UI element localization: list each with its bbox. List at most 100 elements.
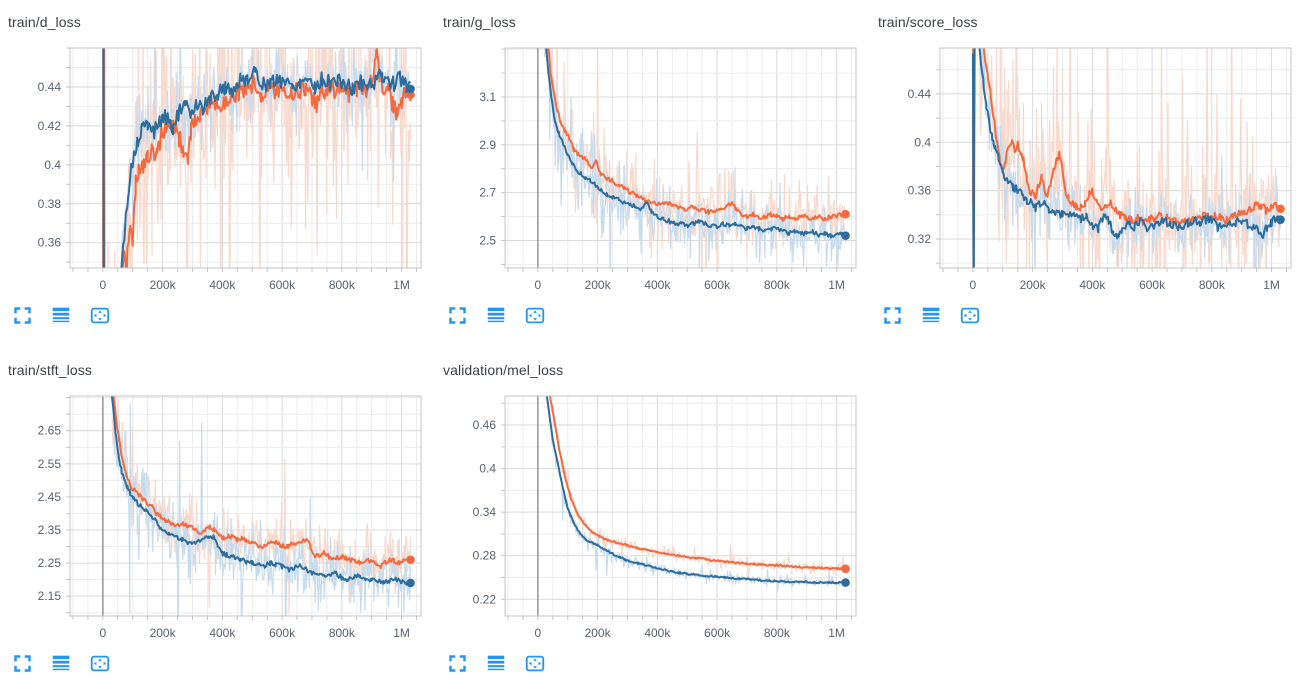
fit-domain-button[interactable] [524, 652, 546, 674]
expand-card-icon [13, 654, 31, 672]
chart-title: train/score_loss [878, 14, 978, 30]
series-group [971, 48, 1282, 268]
card-toolbar [446, 304, 862, 326]
x-tick-label: 800k [1199, 278, 1226, 292]
x-tick-label: 400k [644, 626, 671, 640]
chart-card-train-score-loss: train/score_loss 0.32 0.36 0.4 0.44 0 200k 400… [870, 0, 1305, 348]
x-tick-label: 200k [150, 626, 177, 640]
chart-title: train/d_loss [8, 14, 81, 30]
end-dot-blue[interactable] [406, 578, 415, 588]
smoothed-series-blue [102, 48, 411, 268]
smoothed-series-orange [112, 396, 412, 569]
gridlines [501, 396, 856, 620]
smoothed-series-blue [545, 396, 847, 585]
y-tick-label: 0.4 [914, 135, 931, 149]
y-tick-label: 2.35 [38, 523, 62, 537]
raw-series-orange [972, 48, 1282, 268]
x-tick-label: 400k [209, 626, 236, 640]
line-chart: 2.5 2.7 2.9 3.1 0 200k 400k 600k 800k 1M [479, 47, 857, 292]
smoothed-series-orange [548, 396, 847, 571]
expand-card-icon [13, 306, 31, 324]
x-tick-label: 800k [764, 626, 791, 640]
smoothed-series-blue [544, 48, 847, 239]
expand-card-icon [448, 306, 466, 324]
x-tick-label: 1M [393, 278, 410, 292]
fit-domain-button[interactable] [959, 304, 981, 326]
x-tick-label: 200k [585, 626, 612, 640]
end-dot-orange[interactable] [406, 555, 415, 565]
toggle-log-scale-button[interactable] [920, 304, 942, 326]
series-group [102, 48, 412, 268]
chart-title: train/stft_loss [8, 362, 92, 378]
chart-plot-train-d-loss[interactable]: 0.36 0.38 0.4 0.42 0.44 0 200k 400k 600k 800k 1M [8, 43, 427, 295]
chart-plot-validation-mel-loss[interactable]: 0.22 0.28 0.34 0.4 0.46 0 200k 400k 600k 800k 1M [443, 391, 862, 643]
raw-series-orange [102, 48, 412, 268]
expand-card-button[interactable] [446, 304, 468, 326]
x-tick-label: 800k [329, 278, 356, 292]
raw-series-blue [111, 396, 412, 616]
x-tick-label: 1M [828, 626, 845, 640]
fit-domain-button[interactable] [89, 304, 111, 326]
fit-domain-icon [90, 307, 110, 323]
x-tick-label: 600k [704, 626, 731, 640]
chart-plot-train-stft-loss[interactable]: 2.15 2.25 2.35 2.45 2.55 2.65 0 200k 400k 600k 800… [8, 391, 427, 643]
raw-series-blue [546, 396, 847, 593]
y-tick-label: 0.4 [44, 158, 61, 172]
end-dot-blue[interactable] [841, 231, 850, 241]
end-dot-orange[interactable] [841, 209, 850, 219]
toggle-log-scale-button[interactable] [485, 652, 507, 674]
fit-domain-button[interactable] [89, 652, 111, 674]
y-tick-label: 0.36 [38, 236, 62, 250]
toggle-log-scale-button[interactable] [50, 304, 72, 326]
x-tick-label: 800k [329, 626, 356, 640]
fit-domain-button[interactable] [524, 304, 546, 326]
plot-border [939, 47, 1292, 269]
y-tick-label: 2.45 [38, 490, 62, 504]
end-dot-orange[interactable] [841, 564, 850, 574]
expand-card-button[interactable] [11, 652, 33, 674]
y-tick-label: 0.42 [38, 119, 62, 133]
plot-border [504, 47, 857, 269]
end-dot-orange[interactable] [1276, 204, 1285, 214]
end-dot-blue[interactable] [841, 578, 850, 587]
expand-card-button[interactable] [11, 304, 33, 326]
plot-border [69, 47, 422, 269]
x-tick-label: 200k [1020, 278, 1047, 292]
y-tick-label: 0.46 [473, 418, 497, 432]
chart-plot-train-score-loss[interactable]: 0.32 0.36 0.4 0.44 0 200k 400k 600k 800k 1M [878, 43, 1297, 295]
fit-domain-icon [525, 655, 545, 671]
toggle-log-scale-button[interactable] [50, 652, 72, 674]
line-chart: 0.36 0.38 0.4 0.42 0.44 0 200k 400k 600k 800k 1M [38, 47, 422, 292]
expand-card-button[interactable] [881, 304, 903, 326]
y-tick-label: 2.9 [479, 138, 496, 152]
chart-card-train-g-loss: train/g_loss 2.5 2.7 2.9 3.1 0 200k 400k 600k 80… [435, 0, 870, 348]
line-chart: 0.22 0.28 0.34 0.4 0.46 0 200k 400k 600k 800k 1M [473, 395, 857, 640]
plot-border [69, 395, 422, 617]
x-tick-label: 600k [269, 626, 296, 640]
chart-title: validation/mel_loss [443, 362, 564, 378]
x-tick-label: 200k [150, 278, 177, 292]
x-tick-label: 0 [100, 626, 107, 640]
x-tick-label: 400k [644, 278, 671, 292]
end-dot-blue[interactable] [1276, 215, 1285, 224]
x-tick-label: 200k [585, 278, 612, 292]
fit-domain-icon [525, 307, 545, 323]
toggle-log-scale-button[interactable] [485, 304, 507, 326]
x-tick-label: 0 [535, 626, 542, 640]
card-toolbar [881, 304, 1297, 326]
y-tick-label: 2.5 [479, 234, 496, 248]
x-tick-label: 0 [970, 278, 977, 292]
series-group [544, 48, 847, 268]
series-group [545, 396, 847, 593]
y-tick-label: 2.55 [38, 457, 62, 471]
y-tick-label: 2.7 [479, 186, 496, 200]
smoothed-series-blue [971, 48, 1282, 268]
x-tick-label: 1M [1263, 278, 1280, 292]
x-tick-label: 0 [100, 278, 107, 292]
chart-plot-train-g-loss[interactable]: 2.5 2.7 2.9 3.1 0 200k 400k 600k 800k 1M [443, 43, 862, 295]
log-scale-icon [52, 307, 70, 323]
end-dot-blue[interactable] [406, 84, 415, 94]
raw-series-orange [544, 48, 847, 268]
expand-card-button[interactable] [446, 652, 468, 674]
